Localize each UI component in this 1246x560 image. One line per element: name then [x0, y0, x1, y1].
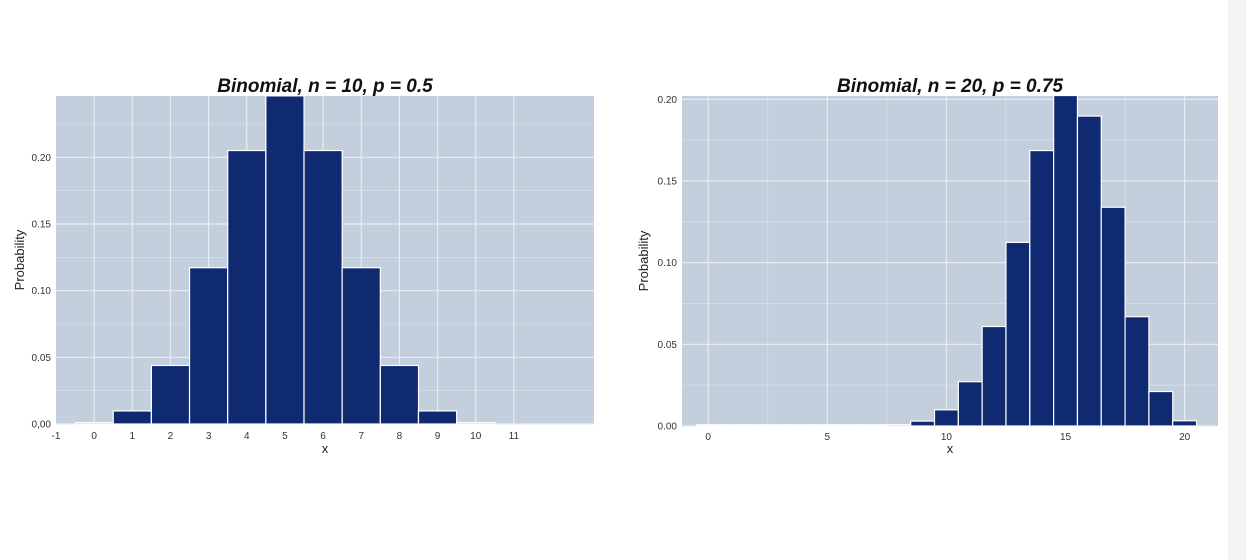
bar: [341, 267, 381, 425]
bar: [743, 424, 769, 427]
x-tick-label: 0: [91, 431, 97, 442]
binomial-chart-n20: 0.00 0.05 0.10 0.15 0.20 0 5 10 15 20 Binomial, n …: [636, 76, 1218, 456]
binomial-chart-n10: 0,00 0.05 0.10 0.15 0.20 -1 0 1 2 3 4 5 6 7 8 9 10 11 Bino…: [12, 76, 594, 456]
bar: [886, 424, 912, 427]
y-tick-label: 0,00: [32, 420, 52, 431]
bar: [227, 149, 267, 425]
y-tick-label: 0.15: [32, 220, 52, 231]
bar: [933, 409, 959, 427]
bar: [1172, 420, 1198, 427]
x-tick-label: 7: [358, 431, 364, 442]
bar: [767, 424, 793, 427]
y-tick-label: 0.10: [32, 286, 52, 297]
x-tick-label: 3: [206, 431, 212, 442]
bar: [417, 410, 458, 425]
chart-title: Binomial, n = 10, p = 0.5: [217, 76, 433, 97]
x-tick-label: 0: [705, 432, 711, 443]
bar: [1029, 149, 1055, 427]
bar: [1053, 94, 1079, 427]
bar: [1100, 206, 1126, 427]
x-tick-label: 5: [825, 432, 831, 443]
bar: [910, 420, 936, 427]
y-tick-label: 0.05: [32, 353, 52, 364]
x-tick-label: 1: [130, 431, 136, 442]
x-tick-label: 2: [168, 431, 174, 442]
x-tick-label: 4: [244, 431, 250, 442]
bar: [862, 424, 888, 427]
y-tick-label: 0.00: [658, 422, 678, 433]
x-tick-label: 15: [1060, 432, 1072, 443]
bar: [379, 364, 420, 425]
bar: [188, 267, 229, 425]
bar: [981, 325, 1007, 427]
bar: [814, 424, 840, 427]
y-tick-label: 0.15: [658, 176, 678, 187]
x-tick-label: 11: [509, 431, 520, 442]
y-tick-label: 0.20: [658, 95, 678, 106]
scrollbar-track[interactable]: [1228, 0, 1246, 560]
x-tick-label: 8: [397, 431, 403, 442]
bar: [695, 424, 721, 427]
x-tick-label: 9: [435, 431, 441, 442]
bar: [790, 424, 817, 427]
y-tick-label: 0.20: [32, 153, 52, 164]
bar: [1124, 316, 1150, 427]
bar: [303, 149, 343, 425]
bar: [1148, 390, 1174, 427]
chart-title: Binomial, n = 20, p = 0.75: [837, 76, 1063, 97]
x-axis-label: x: [322, 441, 329, 456]
bar: [838, 424, 864, 427]
x-tick-label: 10: [941, 432, 953, 443]
x-tick-label: -1: [52, 431, 61, 442]
x-tick-label: 20: [1179, 432, 1191, 443]
y-tick-label: 0.05: [658, 340, 678, 351]
bar: [265, 95, 305, 425]
bar: [1076, 115, 1102, 427]
bar: [74, 422, 114, 425]
bar: [150, 364, 191, 425]
bar: [719, 424, 745, 427]
x-tick-label: 6: [320, 431, 326, 442]
x-axis-label: x: [947, 441, 954, 456]
bar: [112, 410, 152, 425]
y-axis-label: Probability: [636, 230, 651, 291]
bar: [1005, 241, 1031, 427]
bar: [456, 422, 496, 425]
bar: [957, 381, 983, 427]
y-tick-label: 0.10: [658, 258, 678, 269]
x-tick-label: 10: [470, 431, 482, 442]
x-tick-label: 5: [282, 431, 288, 442]
y-axis-label: Probability: [12, 229, 27, 290]
